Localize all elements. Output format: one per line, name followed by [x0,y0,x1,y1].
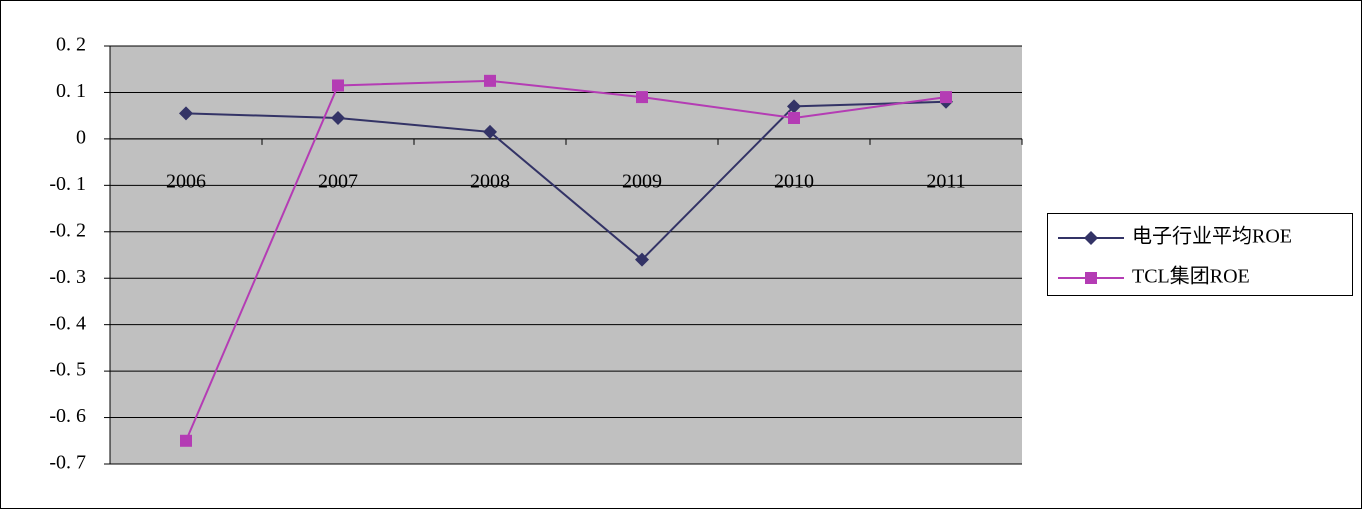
y-tick-label: 0. 2 [56,34,86,56]
point [636,91,648,104]
y-tick-label: -0. 6 [49,405,86,427]
point [483,124,497,139]
y-tick-label: -0. 5 [49,359,86,381]
plot-area [110,46,1022,464]
legend: 电子行业平均ROE TCL集团ROE [1047,213,1353,296]
point [1085,272,1097,284]
x-tick-label: 2011 [926,170,965,192]
legend-label: 电子行业平均ROE [1132,225,1292,248]
point [1084,231,1098,245]
point [635,252,649,267]
point [332,79,344,92]
point [788,111,800,124]
point [180,434,192,447]
series-line [185,100,947,262]
x-tick-label: 2009 [622,170,662,192]
y-tick-label: -0. 4 [49,312,86,334]
point [331,110,345,125]
legend-box [1047,213,1353,296]
point [484,74,496,87]
point [179,106,193,121]
y-tick-label: -0. 7 [49,452,86,474]
series-line [185,79,947,442]
x-tick-label: 2006 [166,170,206,192]
legend-label: TCL集团ROE [1132,265,1250,288]
y-tick-label: 0 [76,126,86,148]
point [940,91,952,104]
y-tick-label: -0. 3 [49,266,86,288]
point [787,99,801,114]
x-tick-label: 2008 [470,170,510,192]
y-tick-label: -0. 1 [49,173,86,195]
y-tick-label: -0. 2 [49,219,86,241]
x-tick-label: 2010 [774,170,814,192]
y-tick-label: 0. 1 [56,80,86,102]
x-tick-label: 2007 [318,170,358,192]
